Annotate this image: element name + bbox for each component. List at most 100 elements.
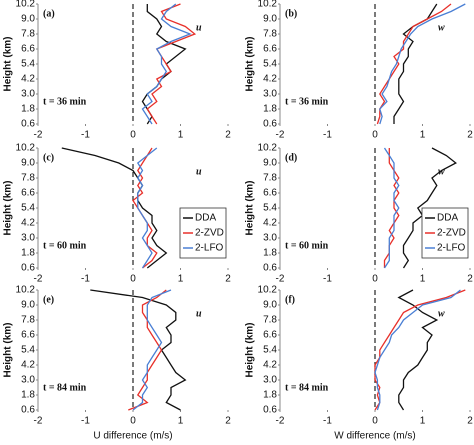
y-axis-label: Height (km) bbox=[3, 181, 14, 236]
x-tick-label: 0 bbox=[372, 130, 378, 141]
x-tick-label: -2 bbox=[34, 274, 43, 285]
y-tick-label: 1.8 bbox=[263, 390, 277, 401]
y-tick-label: 1.8 bbox=[263, 248, 277, 259]
y-tick-label: 5.4 bbox=[21, 59, 35, 70]
x-tick-label: 1 bbox=[420, 274, 426, 285]
y-axis-label: Height (km) bbox=[3, 323, 14, 378]
series-line bbox=[402, 147, 457, 269]
y-tick-label: 0.6 bbox=[263, 263, 277, 274]
x-tick-label: -1 bbox=[81, 274, 90, 285]
x-tick-label: -1 bbox=[81, 416, 90, 427]
y-tick-label: 4.2 bbox=[21, 218, 35, 229]
x-tick-label: 1 bbox=[178, 274, 184, 285]
x-tick-label: -1 bbox=[81, 130, 90, 141]
y-tick-label: 0.6 bbox=[263, 405, 277, 416]
y-tick-label: 5.4 bbox=[263, 59, 277, 70]
series-line bbox=[132, 289, 172, 411]
y-tick-label: 0.6 bbox=[263, 119, 277, 130]
x-tick-label: -2 bbox=[34, 416, 43, 427]
x-tick-label: 2 bbox=[467, 274, 473, 285]
series-line bbox=[383, 147, 400, 269]
x-tick-label: 0 bbox=[372, 274, 378, 285]
y-tick-label: 10.2 bbox=[258, 285, 278, 296]
y-axis-label: Height (km) bbox=[245, 37, 256, 92]
panel-label: (a) bbox=[43, 8, 55, 19]
x-tick-label: 2 bbox=[467, 416, 473, 427]
y-tick-label: 9.0 bbox=[21, 14, 35, 25]
y-tick-label: 10.2 bbox=[16, 285, 36, 296]
y-tick-label: 4.2 bbox=[263, 218, 277, 229]
y-tick-label: 1.8 bbox=[21, 104, 35, 115]
x-tick-label: 0 bbox=[130, 416, 136, 427]
legend-label: DDA bbox=[437, 213, 458, 224]
y-tick-label: 10.2 bbox=[258, 0, 278, 10]
y-tick-label: 7.8 bbox=[21, 315, 35, 326]
y-tick-label: 7.8 bbox=[21, 29, 35, 40]
x-tick-label: 2 bbox=[225, 130, 231, 141]
time-label: t = 36 min bbox=[43, 96, 87, 107]
panel-label: (d) bbox=[285, 152, 297, 163]
y-tick-label: 9.0 bbox=[263, 14, 277, 25]
x-axis-label: U difference (m/s) bbox=[93, 431, 172, 442]
variable-label: w bbox=[438, 22, 445, 33]
y-tick-label: 1.8 bbox=[21, 248, 35, 259]
y-tick-label: 1.8 bbox=[263, 104, 277, 115]
series-line bbox=[374, 289, 461, 411]
y-tick-label: 4.2 bbox=[21, 360, 35, 371]
y-tick-label: 3.0 bbox=[21, 89, 35, 100]
legend-label: 2-ZVD bbox=[437, 228, 466, 239]
x-tick-label: -1 bbox=[323, 416, 332, 427]
x-tick-label: 1 bbox=[420, 130, 426, 141]
y-tick-label: 9.0 bbox=[263, 300, 277, 311]
x-tick-label: 1 bbox=[420, 416, 426, 427]
y-tick-label: 5.4 bbox=[263, 203, 277, 214]
time-label: t = 36 min bbox=[285, 96, 329, 107]
y-tick-label: 7.8 bbox=[21, 173, 35, 184]
y-tick-label: 6.6 bbox=[21, 188, 35, 199]
series-line bbox=[128, 289, 167, 411]
legend-label: 2-ZVD bbox=[195, 228, 224, 239]
x-tick-label: 0 bbox=[372, 416, 378, 427]
x-tick-label: -2 bbox=[276, 416, 285, 427]
y-tick-label: 9.0 bbox=[21, 158, 35, 169]
y-tick-label: 3.0 bbox=[263, 375, 277, 386]
legend-label: 2-LFO bbox=[195, 243, 224, 254]
y-axis-label: Height (km) bbox=[3, 37, 14, 92]
x-tick-label: 2 bbox=[467, 130, 473, 141]
y-tick-label: 3.0 bbox=[21, 375, 35, 386]
y-tick-label: 6.6 bbox=[21, 330, 35, 341]
series-line bbox=[141, 4, 187, 125]
y-tick-label: 4.2 bbox=[21, 74, 35, 85]
series-line bbox=[146, 3, 197, 125]
time-label: t = 84 min bbox=[43, 382, 87, 393]
series-line bbox=[136, 147, 158, 269]
series-line bbox=[397, 289, 439, 411]
x-tick-label: -1 bbox=[323, 130, 332, 141]
y-tick-label: 3.0 bbox=[263, 233, 277, 244]
variable-label: u bbox=[196, 166, 202, 177]
x-tick-label: 2 bbox=[225, 274, 231, 285]
x-tick-label: -2 bbox=[276, 274, 285, 285]
variable-label: u bbox=[196, 308, 202, 319]
y-tick-label: 7.8 bbox=[263, 315, 277, 326]
variable-label: w bbox=[438, 166, 445, 177]
y-tick-label: 10.2 bbox=[16, 0, 36, 10]
series-line bbox=[393, 3, 438, 124]
legend-label: DDA bbox=[195, 213, 216, 224]
series-line bbox=[379, 3, 466, 125]
series-line bbox=[376, 3, 452, 125]
series-line bbox=[383, 148, 400, 268]
legend-label: 2-LFO bbox=[437, 243, 466, 254]
x-tick-label: 1 bbox=[178, 416, 184, 427]
variable-label: u bbox=[196, 22, 202, 33]
x-tick-label: 2 bbox=[225, 416, 231, 427]
y-tick-label: 6.6 bbox=[263, 44, 277, 55]
time-label: t = 60 min bbox=[285, 240, 329, 251]
y-tick-label: 5.4 bbox=[21, 203, 35, 214]
y-tick-label: 9.0 bbox=[263, 158, 277, 169]
panel-label: (b) bbox=[285, 8, 297, 19]
y-tick-label: 4.2 bbox=[263, 360, 277, 371]
y-tick-label: 1.8 bbox=[21, 390, 35, 401]
panel-label: (f) bbox=[285, 294, 295, 305]
y-tick-label: 3.0 bbox=[21, 233, 35, 244]
